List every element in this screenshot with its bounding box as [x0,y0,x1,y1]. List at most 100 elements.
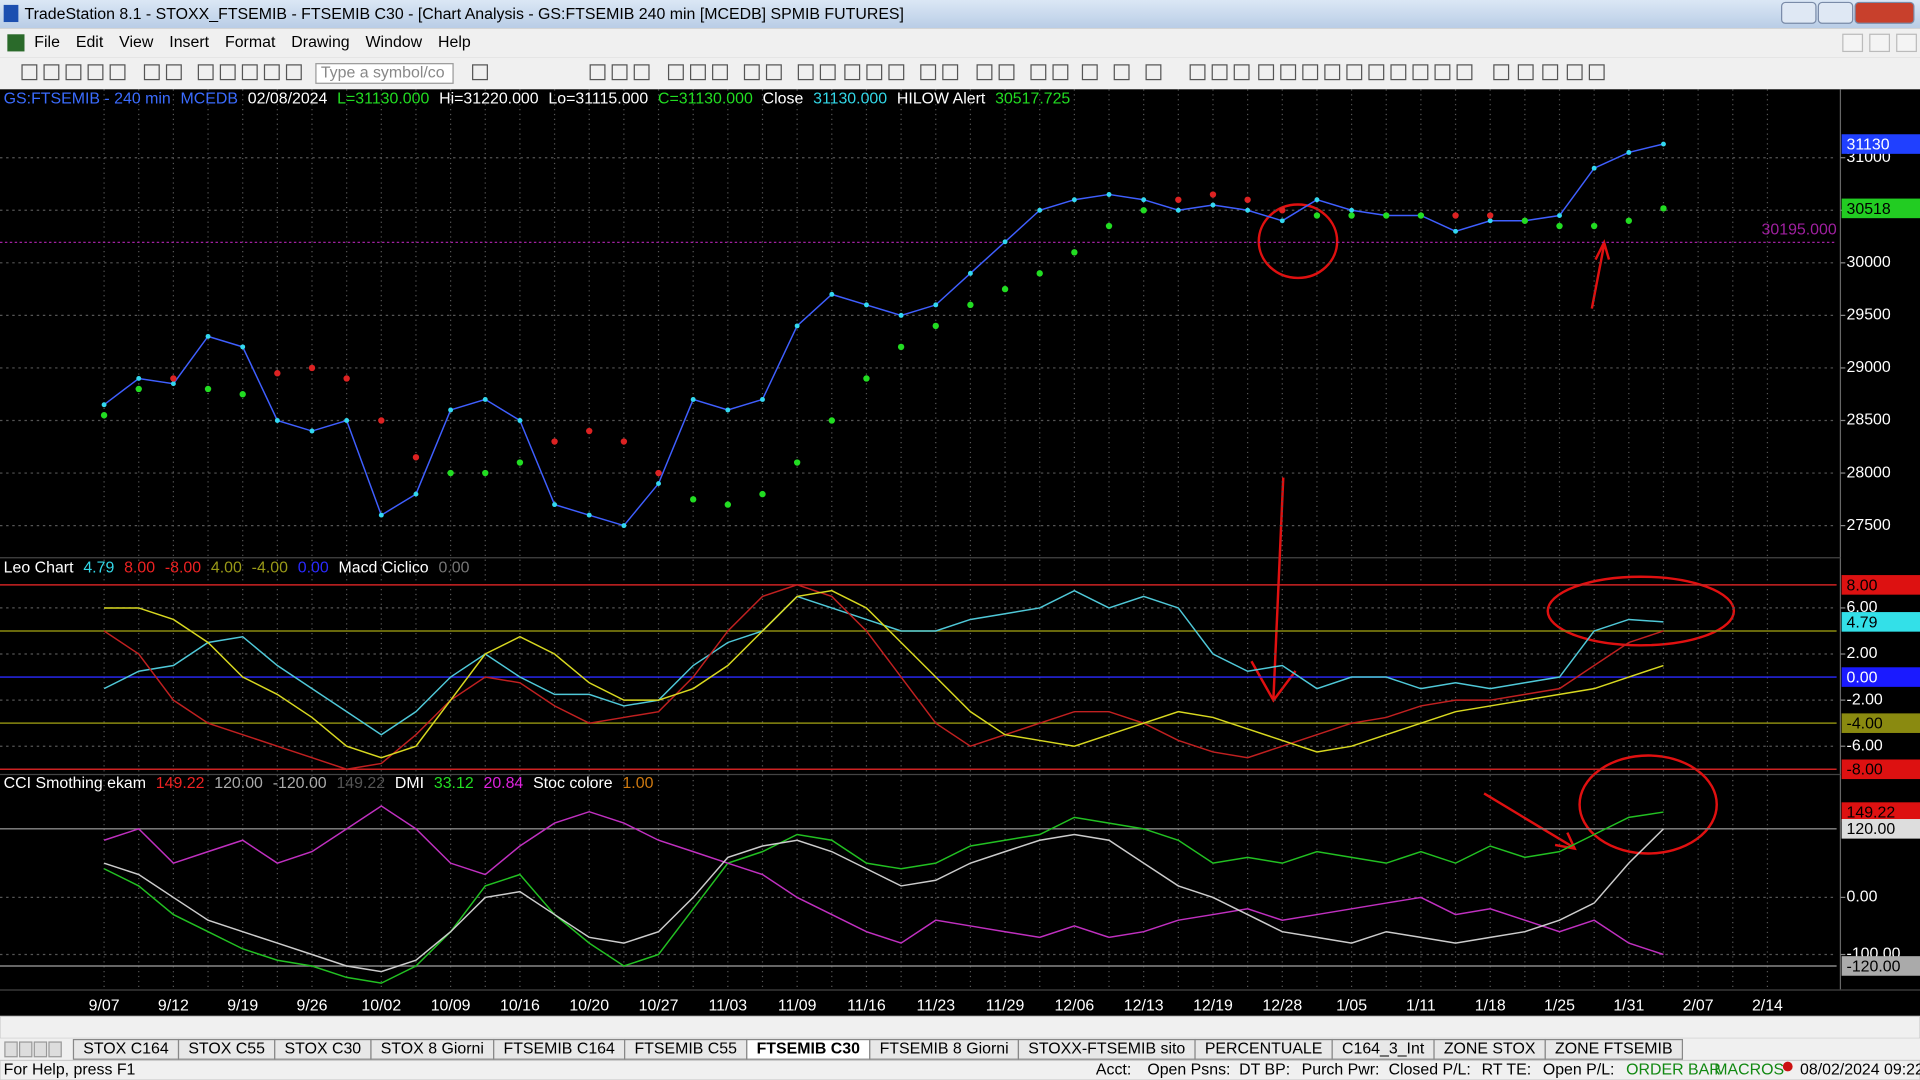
sheet-tab-label[interactable]: STOXX-FTSEMIB sito [1028,1041,1185,1058]
toolbar-icon[interactable] [1052,64,1069,81]
window-button[interactable] [1854,1,1915,24]
menu-item[interactable]: Window [366,34,423,51]
toolbar-icon[interactable] [712,64,728,81]
status-macros[interactable]: MACROS [1714,1061,1784,1078]
tab-scroll-button[interactable] [48,1041,62,1058]
mdi-button[interactable] [1842,33,1864,53]
menu-item[interactable]: Edit [76,34,104,51]
sheet-tab-bg[interactable] [1544,1038,1684,1060]
toolbar-icon[interactable] [1493,64,1510,81]
toolbar-icon[interactable] [241,64,258,81]
window-button[interactable] [1781,1,1817,24]
toolbar-icon[interactable] [633,64,650,81]
sheet-tab[interactable]: STOX C164 [72,1038,180,1060]
toolbar-icon[interactable] [1368,64,1385,81]
sheet-tab[interactable]: FTSEMIB 8 Giorni [869,1038,1020,1060]
toolbar-icon[interactable] [285,64,302,81]
toolbar-icon[interactable] [1302,64,1319,81]
toolbar-icon[interactable] [165,64,182,81]
toolbar-icon[interactable] [1434,64,1451,81]
toolbar-icon[interactable] [611,64,628,81]
toolbar-icon[interactable] [1030,64,1047,81]
toolbar-icon[interactable] [942,64,959,81]
sheet-tab-label[interactable]: ZONE STOX [1444,1041,1536,1058]
toolbar-icon[interactable] [65,64,82,81]
sheet-tab-label[interactable]: PERCENTUALE [1205,1041,1323,1058]
toolbar-icon[interactable] [1542,64,1559,81]
sheet-tab-label[interactable]: FTSEMIB C30 [757,1041,861,1058]
toolbar-icon[interactable] [819,64,836,81]
toolbar-icon[interactable] [589,64,606,81]
menu-item[interactable]: Insert [169,34,209,51]
menu-item[interactable]: Drawing [291,34,349,51]
tab-scroll-button[interactable] [4,1041,18,1058]
toolbar-icon[interactable] [143,64,160,81]
status-order-bar[interactable]: ORDER BAR [1626,1061,1721,1078]
toolbar-icon[interactable] [667,64,684,81]
toolbar-icon[interactable] [43,64,60,81]
sheet-tab-label[interactable]: FTSEMIB 8 Giorni [880,1041,1009,1058]
toolbar-icon[interactable] [1189,64,1206,81]
menu-item[interactable]: Help [438,34,471,51]
toolbar-icon[interactable] [1324,64,1341,81]
toolbar-icon[interactable] [472,64,488,81]
sheet-tab[interactable]: FTSEMIB C55 [624,1038,748,1060]
sheet-tab[interactable]: STOX 8 Giorni [370,1038,495,1060]
toolbar-icon[interactable] [797,64,814,81]
sheet-tab[interactable]: ZONE FTSEMIB [1544,1038,1684,1060]
sheet-tab-label[interactable]: FTSEMIB C55 [634,1041,737,1058]
scrollbar[interactable] [0,1015,1920,1039]
sheet-tab[interactable]: STOXX-FTSEMIB sito [1017,1038,1196,1060]
toolbar-icon[interactable] [1588,64,1605,81]
toolbar-icon[interactable] [920,64,937,81]
toolbar-icon[interactable] [1517,64,1534,81]
toolbar-icon[interactable] [1113,64,1130,81]
toolbar-icon[interactable] [219,64,236,81]
symbol-input[interactable] [315,63,454,84]
sheet-tab-label[interactable]: STOX 8 Giorni [381,1041,484,1058]
sheet-tab[interactable]: STOX C30 [274,1038,372,1060]
toolbar-icon[interactable] [197,64,214,81]
sheet-tab[interactable]: STOX C55 [177,1038,276,1060]
tab-scroll-button[interactable] [18,1041,33,1058]
toolbar-icon[interactable] [1211,64,1228,81]
toolbar-icon[interactable] [976,64,993,81]
toolbar-icon[interactable] [1412,64,1429,81]
toolbar-icon[interactable] [263,64,280,81]
toolbar-icon[interactable] [1346,64,1363,81]
toolbar-icon[interactable] [109,64,126,81]
window-button[interactable] [1817,1,1854,24]
menu-item[interactable]: View [119,34,154,51]
toolbar-icon[interactable] [765,64,782,81]
toolbar-icon[interactable] [844,64,861,81]
mdi-button[interactable] [1896,33,1917,53]
toolbar-icon[interactable] [743,64,760,81]
toolbar-icon[interactable] [1566,64,1583,81]
toolbar-icon[interactable] [87,64,104,81]
menu-item[interactable]: Format [225,34,276,51]
sheet-tab-label[interactable]: FTSEMIB C164 [503,1041,615,1058]
sheet-tab[interactable]: C164_3_Int [1331,1038,1435,1060]
toolbar-icon[interactable] [1081,64,1098,81]
toolbar-icon[interactable] [1390,64,1407,81]
toolbar-icon[interactable] [1456,64,1473,81]
sheet-tab-label[interactable]: STOX C30 [285,1041,362,1058]
menu-item[interactable]: File [34,34,60,51]
mdi-button[interactable] [1869,33,1890,53]
tab-scroll-button[interactable] [33,1041,48,1058]
toolbar-icon[interactable] [1280,64,1297,81]
sheet-tab-label[interactable]: STOX C164 [83,1041,169,1058]
toolbar-icon[interactable] [690,64,706,81]
sheet-tab[interactable]: PERCENTUALE [1194,1038,1333,1060]
toolbar-icon[interactable] [1145,64,1162,81]
toolbar-icon[interactable] [21,64,38,81]
toolbar-icon[interactable] [1233,64,1250,81]
sheet-tab-label[interactable]: STOX C55 [188,1041,265,1058]
sheet-tab[interactable]: ZONE STOX [1433,1038,1546,1060]
toolbar-icon[interactable] [888,64,905,81]
sheet-tab[interactable]: FTSEMIB C30 [746,1038,871,1060]
toolbar-icon[interactable] [998,64,1015,81]
sheet-tab-label[interactable]: C164_3_Int [1342,1041,1425,1058]
sheet-tab[interactable]: FTSEMIB C164 [493,1038,626,1060]
toolbar-icon[interactable] [866,64,883,81]
